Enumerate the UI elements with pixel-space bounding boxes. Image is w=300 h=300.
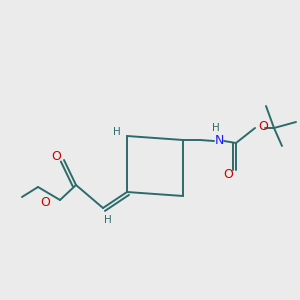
Text: O: O xyxy=(258,119,268,133)
Text: N: N xyxy=(214,134,224,148)
Text: H: H xyxy=(212,123,220,133)
Text: O: O xyxy=(51,149,61,163)
Text: O: O xyxy=(40,196,50,208)
Text: H: H xyxy=(113,127,121,137)
Text: O: O xyxy=(223,169,233,182)
Text: H: H xyxy=(104,215,112,225)
